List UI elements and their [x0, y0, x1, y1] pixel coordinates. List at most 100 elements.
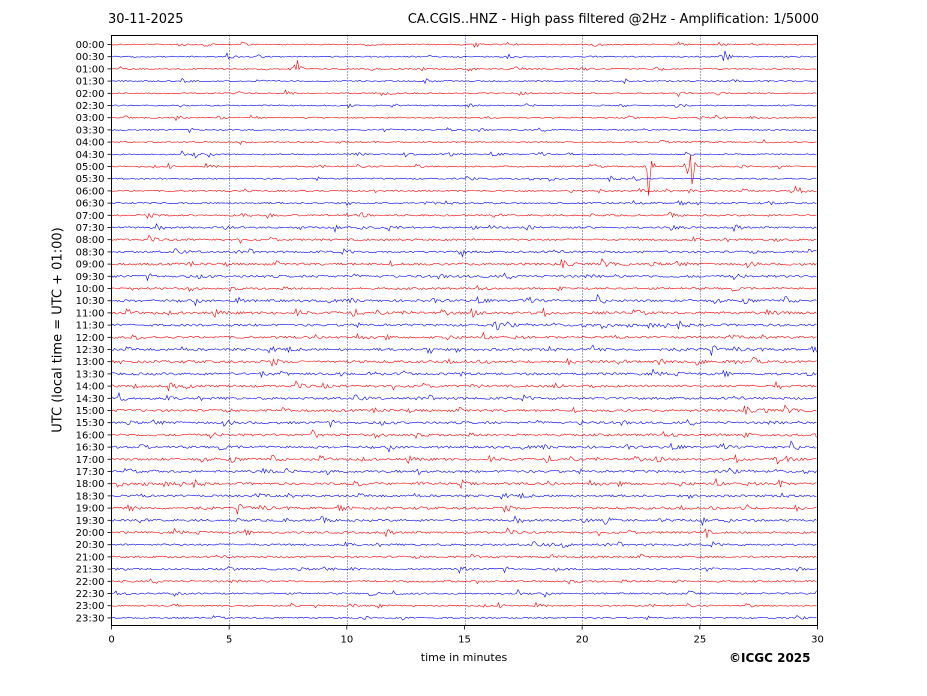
y-tick-label: 12:00: [76, 333, 105, 344]
trace-row-0830: [111, 248, 817, 258]
y-tick-label: 22:30: [76, 589, 105, 600]
y-tick-label: 20:00: [76, 528, 105, 539]
y-tick-label: 02:00: [76, 89, 105, 100]
trace-row-1800: [111, 477, 817, 490]
x-tick-label: 15: [458, 635, 471, 646]
x-ticks: 0 5 10 15 20 25 30: [108, 625, 824, 646]
y-tick-label: 09:30: [76, 272, 105, 283]
trace-row-0530: [111, 175, 817, 183]
trace-row-0300: [111, 114, 817, 122]
y-tick-label: 09:00: [76, 260, 105, 271]
y-tick-label: 21:30: [76, 565, 105, 576]
trace-row-1300: [111, 356, 817, 367]
y-tick-label: 04:00: [76, 138, 105, 149]
trace-row-0430: [111, 150, 817, 159]
trace-row-0930: [111, 272, 817, 282]
y-tick-label: 14:30: [76, 394, 105, 405]
y-tick-label: 18:30: [76, 491, 105, 502]
trace-layer: [111, 41, 817, 621]
y-tick-label: 03:00: [76, 113, 105, 124]
trace-row-0730: [111, 223, 817, 234]
y-tick-label: 08:00: [76, 235, 105, 246]
trace-row-0100: [111, 60, 817, 72]
y-tick-label: 15:00: [76, 406, 105, 417]
trace-row-2130: [111, 566, 817, 574]
grid-layer: [229, 35, 701, 626]
trace-row-0130: [111, 78, 817, 85]
y-tick-label: 22:00: [76, 577, 105, 588]
y-tick-label: 00:30: [76, 52, 105, 63]
trace-row-2230: [111, 588, 817, 598]
y-tick-label: 12:30: [76, 345, 105, 356]
trace-row-2330: [111, 615, 817, 621]
trace-row-2000: [111, 527, 817, 538]
trace-row-1430: [111, 391, 817, 402]
trace-row-2100: [111, 553, 817, 559]
y-tick-label: 19:30: [76, 516, 105, 527]
y-tick-label: 01:30: [76, 77, 105, 88]
y-tick-label: 13:30: [76, 369, 105, 380]
trace-row-0030: [111, 50, 817, 61]
trace-row-1830: [111, 492, 817, 500]
x-tick-label: 10: [340, 635, 353, 646]
trace-row-0200: [111, 89, 817, 98]
trace-row-0230: [111, 103, 817, 109]
trace-row-1200: [111, 331, 817, 341]
y-tick-label: 23:30: [76, 613, 105, 624]
y-tick-label: 00:00: [76, 40, 105, 51]
y-tick-label: 06:30: [76, 199, 105, 210]
x-axis-label: time in minutes: [420, 651, 508, 664]
trace-row-1130: [111, 320, 817, 330]
trace-row-1700: [111, 454, 817, 465]
trace-row-1930: [111, 515, 817, 526]
trace-row-0800: [111, 234, 817, 244]
y-tick-label: 06:00: [76, 186, 105, 197]
trace-row-1630: [111, 440, 817, 453]
trace-row-2030: [111, 541, 817, 548]
y-tick-label: 10:00: [76, 284, 105, 295]
y-tick-label: 18:00: [76, 479, 105, 490]
copyright-notice: ©ICGC 2025: [729, 651, 811, 665]
trace-row-1530: [111, 418, 817, 428]
y-tick-label: 11:00: [76, 308, 105, 319]
y-tick-label: 07:00: [76, 211, 105, 222]
trace-row-2200: [111, 578, 817, 585]
y-tick-label: 05:00: [76, 162, 105, 173]
trace-row-0500: [111, 154, 817, 196]
plot-frame: [111, 35, 818, 626]
trace-row-0700: [111, 211, 817, 220]
trace-row-2300: [111, 601, 817, 609]
x-tick-label: 20: [576, 635, 589, 646]
y-tick-label: 16:30: [76, 443, 105, 454]
trace-row-1330: [111, 368, 817, 378]
trace-row-0630: [111, 200, 817, 206]
y-tick-label: 14:00: [76, 382, 105, 393]
x-tick-label: 0: [108, 635, 114, 646]
trace-row-1730: [111, 467, 817, 476]
y-tick-label: 05:30: [76, 174, 105, 185]
x-tick-label: 5: [226, 635, 232, 646]
chart-date: 30-11-2025: [108, 12, 184, 27]
trace-row-1100: [111, 307, 817, 319]
trace-row-0330: [111, 127, 817, 134]
trace-row-1230: [111, 344, 817, 356]
y-tick-label: 19:00: [76, 504, 105, 515]
trace-row-0400: [111, 139, 817, 145]
y-tick-label: 03:30: [76, 125, 105, 136]
y-tick-label: 17:00: [76, 455, 105, 466]
trace-row-1400: [111, 380, 817, 392]
y-tick-label: 07:30: [76, 223, 105, 234]
y-tick-label: 17:30: [76, 467, 105, 478]
y-tick-label: 08:30: [76, 247, 105, 258]
y-tick-label: 11:30: [76, 321, 105, 332]
trace-row-1000: [111, 285, 817, 293]
trace-row-1900: [111, 504, 817, 515]
y-tick-label: 16:00: [76, 430, 105, 441]
y-tick-label: 01:00: [76, 64, 105, 75]
trace-row-0000: [111, 41, 817, 48]
y-tick-label: 02:30: [76, 101, 105, 112]
x-tick-label: 30: [811, 635, 824, 646]
y-tick-label: 20:30: [76, 540, 105, 551]
